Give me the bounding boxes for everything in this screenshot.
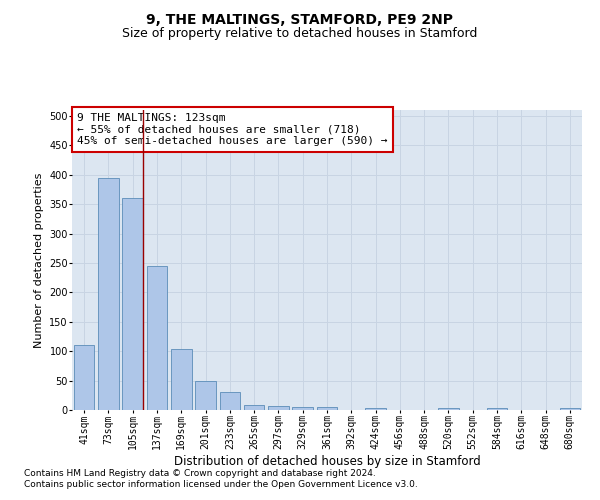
Bar (195, 380, 216, 410)
Bar (171, 349, 191, 410)
X-axis label: Distribution of detached houses by size in Stamford: Distribution of detached houses by size … (173, 455, 481, 468)
Bar (98, 178, 119, 410)
Text: Size of property relative to detached houses in Stamford: Size of property relative to detached ho… (122, 28, 478, 40)
Bar (268, 406, 289, 410)
Bar (292, 407, 313, 410)
Bar (560, 408, 580, 410)
Bar (122, 198, 143, 410)
Y-axis label: Number of detached properties: Number of detached properties (34, 172, 44, 348)
Text: 9 THE MALTINGS: 123sqm
← 55% of detached houses are smaller (718)
45% of semi-de: 9 THE MALTINGS: 123sqm ← 55% of detached… (77, 113, 388, 146)
Bar (317, 407, 337, 410)
Bar (220, 392, 240, 410)
Bar (487, 408, 508, 410)
Bar (146, 266, 167, 410)
Text: 9, THE MALTINGS, STAMFORD, PE9 2NP: 9, THE MALTINGS, STAMFORD, PE9 2NP (146, 12, 454, 26)
Bar (365, 408, 386, 410)
Text: Contains public sector information licensed under the Open Government Licence v3: Contains public sector information licen… (24, 480, 418, 489)
Text: Contains HM Land Registry data © Crown copyright and database right 2024.: Contains HM Land Registry data © Crown c… (24, 468, 376, 477)
Bar (74, 346, 94, 410)
Bar (438, 408, 459, 410)
Bar (244, 406, 265, 410)
